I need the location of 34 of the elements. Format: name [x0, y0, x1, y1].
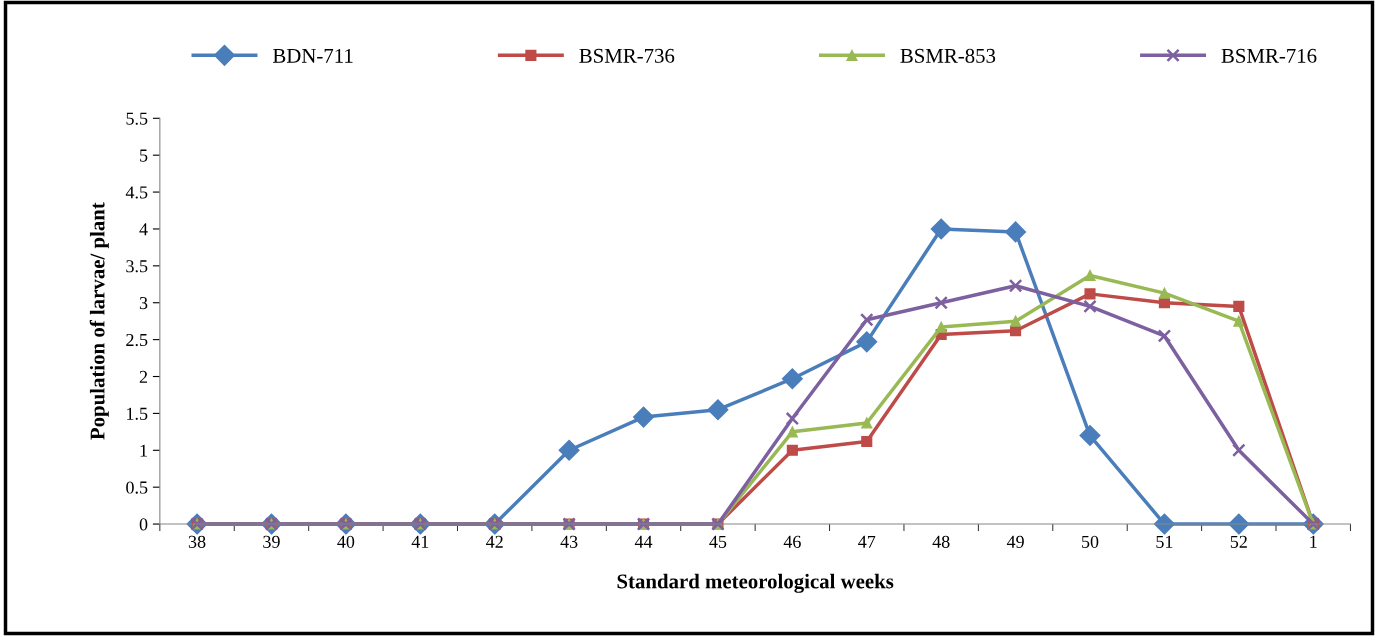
x-tick-label: 43: [560, 535, 578, 548]
y-tick-label: 5.5: [126, 112, 148, 125]
x-tick-label: 50: [1082, 535, 1099, 548]
x-tick-label: 41: [411, 535, 429, 548]
legend-label: BSMR-853: [900, 48, 996, 63]
x-tick-label: 51: [1156, 535, 1173, 548]
x-tick-label: 45: [709, 535, 727, 548]
y-tick-label: 1: [140, 444, 147, 457]
legend-label: BSMR-716: [1221, 48, 1317, 63]
x-tick-label: 48: [932, 535, 950, 548]
x-tick-label: 44: [634, 535, 653, 548]
x-tick-label: 49: [1006, 535, 1024, 548]
y-tick-label: 2: [139, 370, 148, 383]
y-tick-label: 5: [140, 149, 148, 162]
y-tick-label: 2.5: [126, 333, 148, 347]
y-axis-title: Population of larvae/ plant: [89, 202, 109, 440]
y-tick-label: 4.5: [125, 186, 148, 199]
x-tick-label: 1: [1310, 535, 1317, 548]
x-tick-label: 38: [188, 535, 206, 548]
x-axis-title: Standard meteorological weeks: [617, 573, 894, 593]
x-tick-label: 47: [858, 535, 876, 548]
y-tick-label: 0.5: [126, 481, 148, 494]
x-tick-label: 52: [1230, 535, 1247, 548]
legend-label: BDN-711: [272, 48, 353, 63]
y-tick-label: 1.5: [127, 407, 148, 420]
y-tick-label: 0: [139, 518, 148, 531]
y-tick-label: 3: [139, 297, 148, 310]
x-tick-label: 46: [783, 535, 801, 548]
x-tick-label: 40: [337, 535, 355, 548]
y-tick-label: 3.5: [126, 260, 148, 273]
x-tick-label: 39: [263, 535, 280, 548]
x-tick-label: 42: [486, 535, 503, 548]
y-tick-label: 4: [139, 223, 148, 236]
legend-label: BSMR-736: [579, 48, 675, 63]
